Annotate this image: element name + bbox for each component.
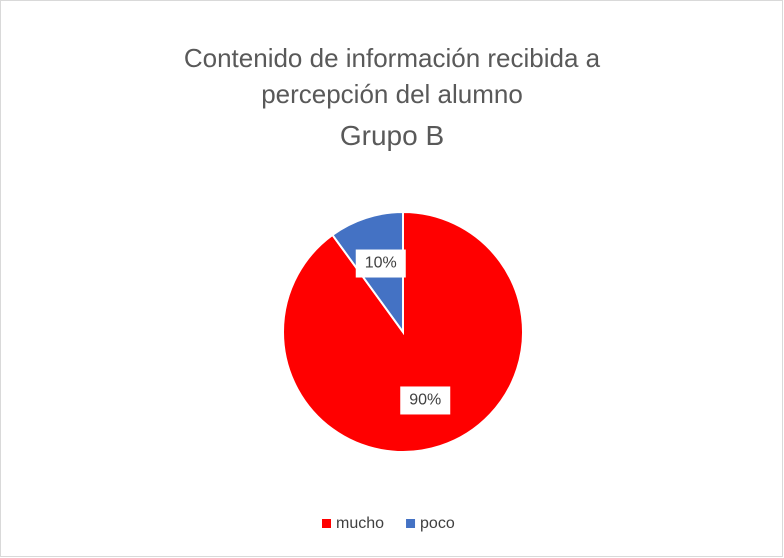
legend-label: poco [420, 515, 455, 532]
data-label: 10% [365, 255, 397, 272]
legend-swatch [406, 519, 416, 528]
chart-title: Contenido de información recibida a perc… [183, 43, 601, 109]
data-label-box [355, 249, 406, 278]
data-label-box [400, 386, 451, 415]
chart-subtitle: Grupo B [339, 120, 445, 151]
data-label: 90% [409, 392, 441, 409]
legend-swatch [322, 519, 331, 528]
legend-label: mucho [336, 515, 384, 532]
